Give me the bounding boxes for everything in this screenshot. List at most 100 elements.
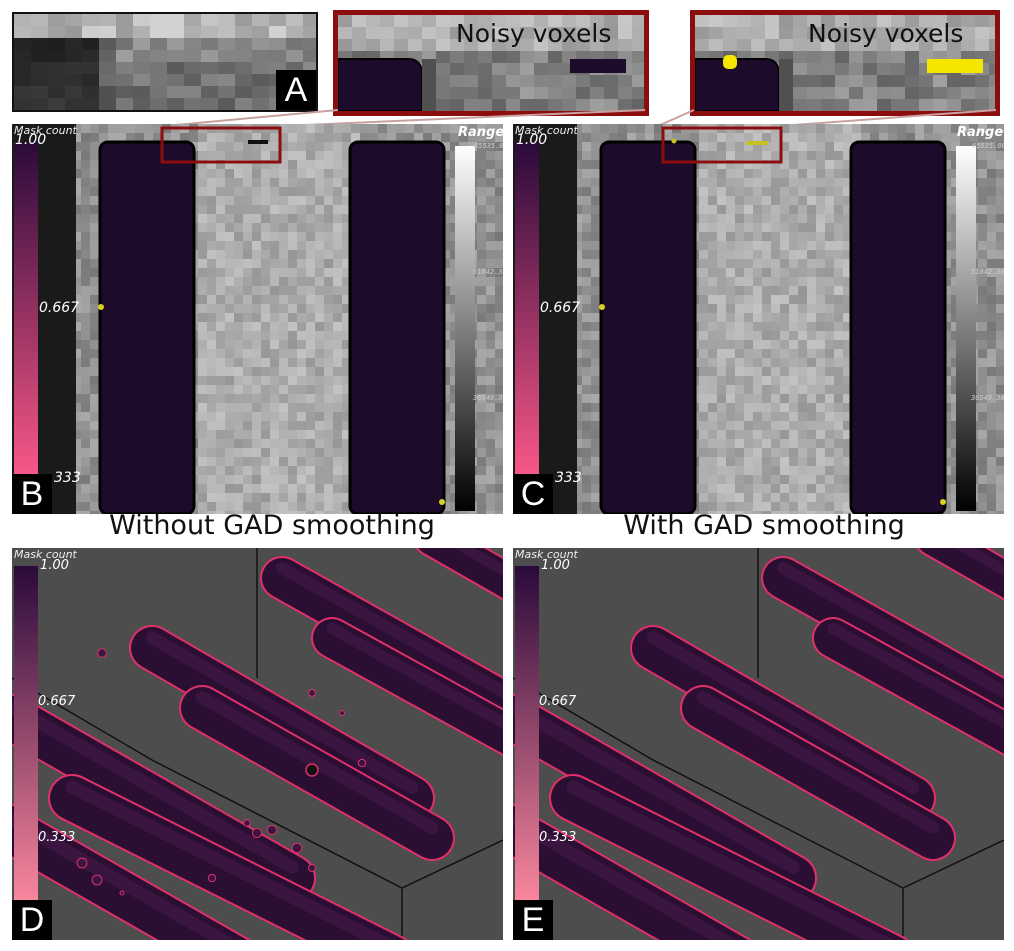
inset-pixel [632,51,644,63]
slice-pixel [459,511,468,514]
slice-pixel [753,178,762,187]
slice-pixel [378,133,387,142]
slice-pixel [762,484,771,493]
slice-pixel [726,241,735,250]
slice-pixel [690,511,699,514]
slice-pixel [789,358,798,367]
slice-pixel [735,403,744,412]
slice-pixel [234,259,243,268]
slice-pixel [99,133,108,142]
pixel-cell [201,98,218,110]
slice-pixel [771,241,780,250]
inset-pixel [933,75,947,87]
slice-pixel [798,322,807,331]
slice-pixel [72,394,81,403]
panel-b-range-title: Range [458,125,503,140]
slice-pixel [486,151,495,160]
slice-pixel [591,331,600,340]
slice-pixel [315,376,324,385]
slice-pixel [609,124,618,133]
slice-pixel [807,475,816,484]
slice-pixel [744,403,753,412]
slice-pixel [450,277,459,286]
slice-pixel [582,376,591,385]
slice-pixel [834,367,843,376]
slice-pixel [315,493,324,502]
inset-pixel [436,99,450,111]
slice-pixel [582,493,591,502]
slice-pixel [90,367,99,376]
slice-pixel [708,304,717,313]
slice-pixel [735,259,744,268]
slice-pixel [807,304,816,313]
slice-pixel [843,250,852,259]
slice-pixel [843,484,852,493]
slice-pixel [726,394,735,403]
slice-pixel [288,493,297,502]
slice-pixel [324,403,333,412]
slice-pixel [81,340,90,349]
slice-pixel [306,214,315,223]
slice-pixel [252,421,261,430]
pixel-cell [65,98,82,110]
slice-pixel [708,430,717,439]
slice-pixel [90,223,99,232]
slice-pixel [735,286,744,295]
slice-pixel [306,475,315,484]
slice-pixel [582,412,591,421]
slice-pixel [261,241,270,250]
slice-pixel [450,223,459,232]
slice-pixel [699,187,708,196]
slice-pixel [654,124,663,133]
slice-pixel [825,349,834,358]
slice-pixel [708,439,717,448]
inset-pixel [779,39,793,51]
noise-fleck [291,842,303,854]
slice-pixel [735,367,744,376]
inset-pixel [779,27,793,39]
inset-pixel [562,39,576,51]
inset-pixel [380,15,394,27]
slice-pixel [90,232,99,241]
slice-pixel [342,511,351,514]
slice-pixel [816,205,825,214]
slice-pixel [477,178,486,187]
slice-pixel [81,403,90,412]
slice-pixel [843,142,852,151]
slice-pixel [735,466,744,475]
slice-pixel [72,232,81,241]
slice-pixel [450,151,459,160]
slice-pixel [699,259,708,268]
slice-pixel [225,205,234,214]
slice-pixel [978,205,987,214]
slice-pixel [789,169,798,178]
slice-pixel [582,142,591,151]
slice-pixel [72,196,81,205]
slice-pixel [234,151,243,160]
slice-pixel [72,277,81,286]
slice-pixel [798,151,807,160]
inset-pixel [338,27,352,39]
slice-pixel [699,376,708,385]
slice-pixel [279,277,288,286]
slice-pixel [216,466,225,475]
slice-pixel [582,421,591,430]
slice-pixel [708,421,717,430]
slice-pixel [216,493,225,502]
slice-pixel [279,358,288,367]
slice-pixel [90,151,99,160]
slice-pixel [270,403,279,412]
slice-pixel [252,196,261,205]
slice-pixel [261,142,270,151]
slice-pixel [270,367,279,376]
slice-pixel [72,304,81,313]
slice-pixel [951,358,960,367]
slice-pixel [573,349,582,358]
slice-pixel [216,376,225,385]
slice-pixel [807,421,816,430]
slice-pixel [753,286,762,295]
slice-pixel [297,277,306,286]
slice-pixel [816,340,825,349]
noise-hole [305,763,319,777]
inset-pixel [632,87,644,99]
